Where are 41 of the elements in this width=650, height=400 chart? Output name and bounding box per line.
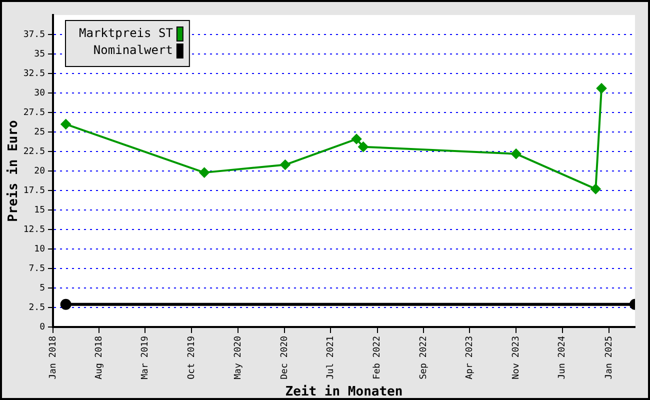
y-tick-label: 25 [34, 127, 45, 138]
legend-label: Nominalwert [93, 43, 173, 58]
x-tick-label: Feb 2022 [372, 336, 383, 380]
x-tick-label: Dec 2020 [280, 336, 290, 380]
x-tick-label: Apr 2023 [464, 336, 475, 380]
y-tick-label: 27.5 [23, 108, 45, 118]
y-tick-label: 17.5 [23, 186, 45, 196]
x-tick-label: Jan 2025 [604, 336, 614, 380]
point [352, 134, 362, 144]
x-tick-label: Sep 2022 [418, 336, 429, 380]
point [199, 168, 210, 178]
y-tick-label: 37.5 [23, 30, 45, 40]
point [358, 142, 368, 152]
y-tick-label: 22.5 [23, 146, 45, 157]
x-tick-label: Mar 2019 [140, 336, 151, 380]
y-tick-label: 20 [34, 166, 45, 176]
x-tick-label: Aug 2018 [94, 336, 104, 380]
y-tick-label: 32.5 [23, 68, 45, 79]
x-tick-label: Oct 2019 [187, 336, 198, 380]
x-tick-label: Jul 2021 [326, 336, 336, 380]
y-tick-label: 2.5 [28, 302, 45, 313]
y-tick-label: 0 [40, 322, 45, 332]
y-tick-label: 5 [40, 283, 45, 294]
x-axis-title: Zeit in Monaten [285, 384, 403, 400]
x-tick-label: Nov 2023 [511, 336, 522, 380]
x-tick-label: May 2020 [233, 336, 244, 380]
y-tick-label: 35 [34, 49, 45, 60]
y-tick-label: 30 [34, 88, 45, 98]
point [511, 148, 522, 159]
point [596, 83, 607, 94]
x-tick-label: Jan 2018 [48, 336, 58, 380]
y-tick-label: 12.5 [23, 224, 45, 235]
x-tick-label: Jun 2024 [558, 336, 568, 380]
legend-label: Marktpreis ST [79, 26, 173, 40]
y-axis-title: Preis in Euro [6, 120, 22, 222]
y-tick-label: 15 [34, 205, 45, 216]
y-tick-label: 7.5 [28, 264, 45, 274]
point [280, 160, 290, 170]
y-tick-label: 10 [34, 244, 45, 254]
point [590, 184, 601, 194]
point [60, 119, 71, 130]
